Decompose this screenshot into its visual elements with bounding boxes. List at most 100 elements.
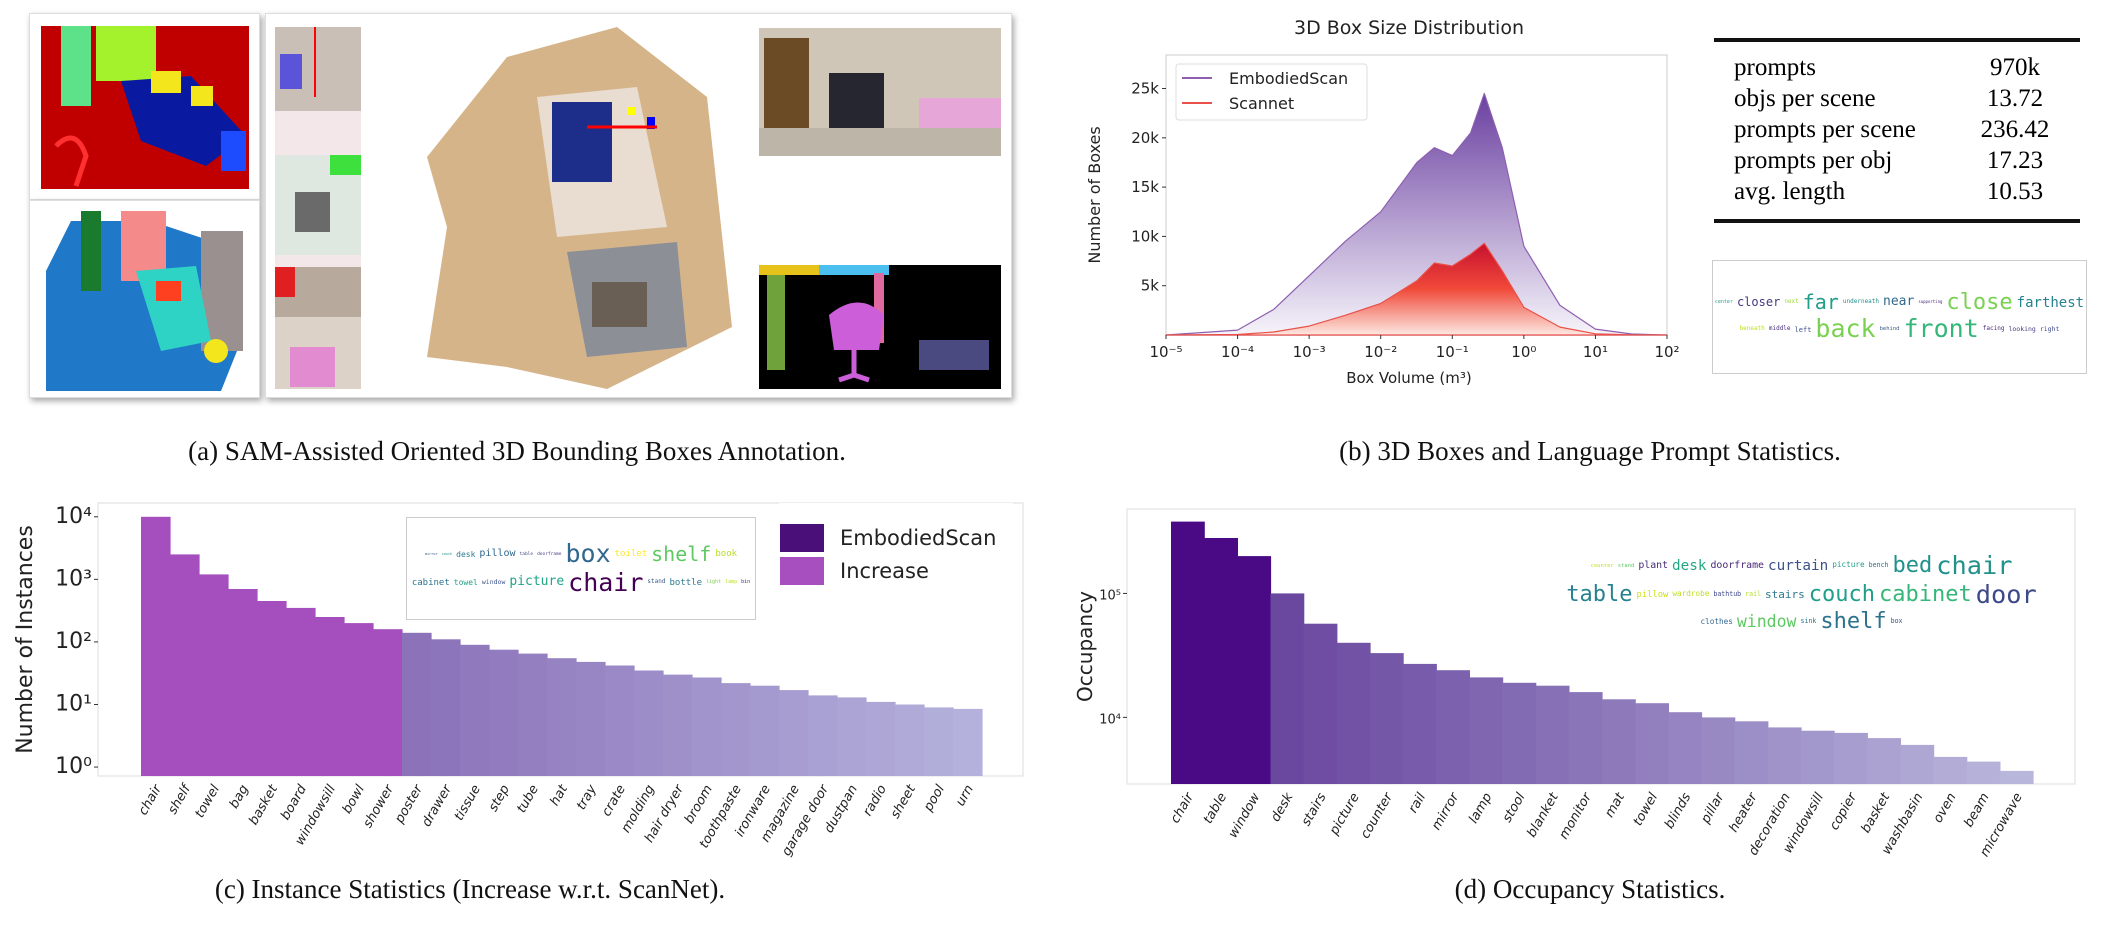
- bar-hair-dryer: [663, 674, 693, 776]
- bar-tube: [518, 653, 548, 776]
- x-tick-label: picture: [1326, 791, 1362, 839]
- cloud-word: farthest: [2016, 294, 2085, 311]
- x-tick-label: window: [1226, 790, 1264, 841]
- legend-label: EmbodiedScan: [1229, 69, 1348, 88]
- cloud-word: stairs: [1765, 587, 1805, 601]
- bar-stairs: [1303, 623, 1338, 784]
- y-tick-label: 10k: [1131, 227, 1159, 245]
- x-tick-label: rail: [1406, 790, 1429, 816]
- table-row: avg. length 10.53: [1734, 178, 2070, 209]
- cloud-word: towel: [453, 578, 478, 588]
- bar-blanket: [1535, 685, 1570, 784]
- cloud-word: book: [715, 548, 738, 559]
- bar-sheet: [895, 704, 925, 776]
- cloud-word: stand: [647, 578, 666, 586]
- bar-mirror: [1436, 670, 1470, 784]
- seg-frame-bottom: [29, 200, 260, 398]
- x-tick-label: chair: [136, 781, 166, 818]
- table-value: 13.72: [1986, 85, 2044, 112]
- x-tick-label: bowl: [340, 782, 368, 816]
- cloud-word: window: [1736, 611, 1797, 631]
- x-tick-label: lamp: [1466, 791, 1495, 827]
- y-tick-label: 10¹: [55, 691, 92, 716]
- table-label: objs per scene: [1734, 85, 1876, 112]
- cloud-word: sink: [1800, 617, 1817, 626]
- bar-toothpaste: [721, 683, 751, 776]
- table-value: 17.23: [1986, 147, 2044, 174]
- x-tick-label: basket: [1858, 790, 1893, 836]
- cloud-word: closer: [1736, 294, 1781, 309]
- segmentation-image-3d: [46, 211, 243, 391]
- segmentation-image-2d: [41, 26, 249, 189]
- table-label: avg. length: [1734, 178, 1846, 205]
- x-tick-label: hat: [547, 782, 571, 809]
- x-tick-label: desk: [1268, 790, 1297, 824]
- cloud-word: couch: [441, 552, 453, 557]
- cloud-word: desk: [456, 549, 476, 559]
- x-axis-label: Box Volume (m³): [1346, 369, 1472, 387]
- bar-crate: [605, 665, 635, 776]
- bar-urn: [953, 708, 983, 776]
- bar-heater: [1734, 721, 1769, 784]
- x-tick-label: basket: [246, 782, 281, 828]
- cloud-word: clothes: [1700, 616, 1733, 626]
- cloud-word: front: [1903, 314, 1979, 344]
- y-tick-label: 10⁴: [55, 504, 92, 529]
- bar-monitor: [1568, 692, 1603, 784]
- cloud-word: bench: [1868, 561, 1889, 570]
- y-tick-label: 10⁵: [1099, 588, 1121, 603]
- spatial-word-cloud: center closer next far underneath near support…: [1712, 260, 2087, 374]
- x-tick-label: step: [486, 783, 513, 815]
- x-tick-label: shower: [360, 781, 397, 831]
- rgb-photo: [759, 28, 1001, 156]
- bar-board: [286, 607, 316, 776]
- x-tick-label: drawer: [419, 781, 456, 829]
- cloud-word: light: [706, 579, 722, 585]
- cloud-word: back: [1815, 314, 1876, 344]
- box-size-distribution-chart: 3D Box Size Distribution 10⁻⁵ 10⁻⁴ 10⁻³ 10⁻²…: [1085, 17, 1680, 387]
- cloud-word: close: [1946, 289, 2013, 315]
- x-tick-label: copier: [1827, 789, 1861, 833]
- x-tick-label: monitor: [1556, 789, 1595, 842]
- cloud-word: wardrobe: [1672, 589, 1710, 599]
- cloud-word: picture: [509, 574, 565, 590]
- cloud-word: couch: [1808, 582, 1876, 608]
- y-axis-label: Occupancy: [1073, 591, 1097, 702]
- bar-broom: [692, 677, 722, 776]
- x-tick-label: tray: [574, 782, 600, 812]
- cloud-word: bed: [1892, 553, 1933, 579]
- bar-chair: [1171, 521, 1205, 784]
- bar-table: [1204, 538, 1238, 784]
- cloud-word: cabinet: [1879, 582, 1972, 608]
- bar-rail: [1403, 663, 1437, 784]
- cloud-word: chair: [568, 567, 644, 597]
- table-row: prompts per obj 17.23: [1734, 147, 2070, 178]
- x-tick-label: pillar: [1698, 789, 1729, 827]
- series-area-scannet: [1165, 242, 1668, 336]
- cloud-word: mirror: [424, 552, 438, 557]
- instance-word-cloud: mirror couch desk pillow table doorframe box to…: [406, 517, 756, 620]
- cloud-word: shelf: [1820, 609, 1887, 635]
- bar-stool: [1502, 682, 1537, 784]
- bar-washbasin: [1900, 744, 1935, 784]
- camera-thumbnails: [275, 27, 361, 389]
- legend-label: Increase: [840, 559, 929, 583]
- x-tick-label: oven: [1931, 791, 1960, 826]
- x-tick-label: 10⁻⁵: [1149, 343, 1182, 361]
- x-tick-label: 10¹: [1583, 343, 1608, 361]
- bar-shelf: [170, 554, 200, 776]
- x-tick-label: table: [1201, 791, 1230, 827]
- cloud-word: center: [1714, 298, 1733, 305]
- x-tick-label: stairs: [1299, 790, 1330, 828]
- cloud-word: looking: [2008, 324, 2036, 333]
- y-axis-label: Number of Boxes: [1085, 126, 1104, 263]
- bar-chair: [141, 516, 171, 776]
- cloud-word: table: [519, 551, 534, 557]
- cloud-word: picture: [1832, 560, 1865, 570]
- legend: [1175, 63, 1368, 121]
- bar-towel: [1635, 703, 1669, 784]
- cloud-word: doorframe: [537, 551, 562, 557]
- x-tick-label: mirror: [1429, 789, 1463, 833]
- cloud-word: pillow: [479, 548, 516, 560]
- x-tick-label: tissue: [452, 783, 484, 824]
